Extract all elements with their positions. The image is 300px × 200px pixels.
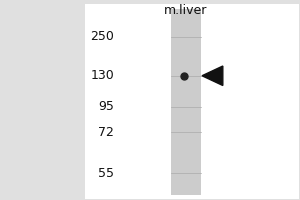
Polygon shape xyxy=(202,66,223,86)
Bar xyxy=(171,9,200,195)
Text: 72: 72 xyxy=(98,126,114,139)
Text: 55: 55 xyxy=(98,167,114,180)
Text: 95: 95 xyxy=(98,100,114,113)
Bar xyxy=(85,4,298,199)
Text: m.liver: m.liver xyxy=(164,4,207,17)
Text: 130: 130 xyxy=(91,69,114,82)
Text: 250: 250 xyxy=(91,30,114,43)
